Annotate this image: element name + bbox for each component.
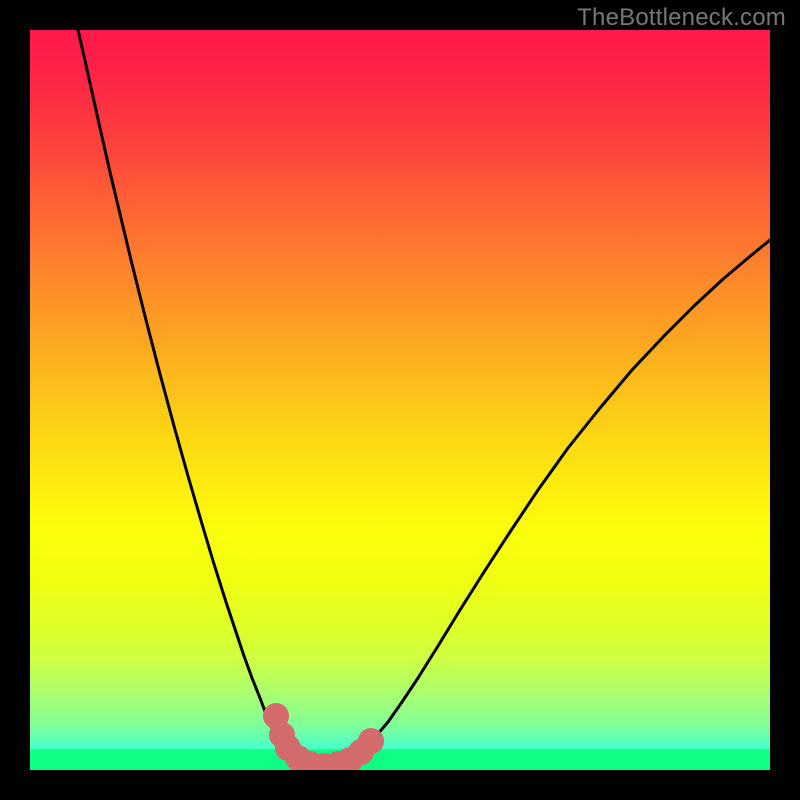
bottleneck-chart (0, 0, 800, 800)
watermark-text: TheBottleneck.com (577, 4, 786, 32)
frame-left (0, 0, 30, 800)
accent-marker (358, 728, 384, 754)
bottom-band (30, 749, 770, 770)
frame-bottom (0, 770, 800, 800)
frame-right (770, 0, 800, 800)
chart-root: TheBottleneck.com (0, 0, 800, 800)
gradient-background (30, 30, 770, 770)
